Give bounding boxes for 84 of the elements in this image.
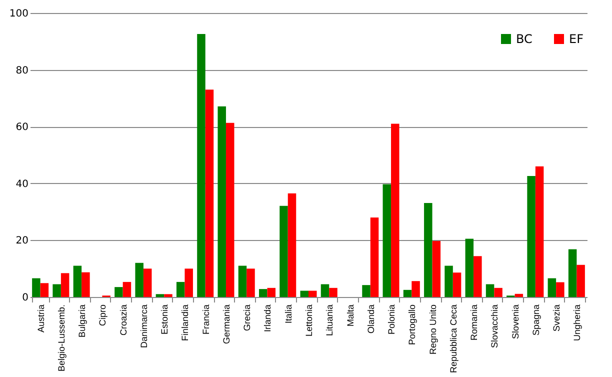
bar (308, 290, 317, 297)
bar (226, 122, 234, 297)
x-tick-label: Bulgaria (77, 304, 88, 338)
x-tick-label: Belgio-Lussemb. (56, 304, 66, 372)
bar (122, 282, 132, 297)
x-tick-label: Slovacchia (490, 304, 500, 348)
bar (184, 268, 193, 297)
bar (535, 166, 544, 297)
bar (143, 268, 152, 297)
bar (52, 284, 61, 297)
y-tick-label: 40 (16, 178, 28, 190)
y-tick-label: 100 (9, 8, 28, 20)
bar (424, 202, 432, 297)
x-tick-label: Svezia (552, 304, 562, 332)
bar (320, 284, 330, 297)
x-tick-label: Croazia (118, 304, 128, 336)
x-tick-label: Austria (36, 304, 46, 333)
bar (556, 282, 564, 297)
bar (514, 294, 524, 297)
x-tick-label: Germania (221, 304, 232, 344)
x-tick-label: Lettonia (304, 304, 314, 337)
bar (238, 266, 247, 297)
x-tick-label: Finlandia (180, 304, 190, 342)
y-tick-label: 20 (16, 236, 28, 247)
bar (370, 217, 379, 297)
bar (362, 285, 370, 297)
x-tick-label: Romania (469, 304, 480, 341)
bar (197, 34, 206, 297)
y-tick-label: 60 (16, 122, 28, 134)
bar (444, 266, 453, 297)
bar (82, 272, 90, 297)
x-tick-label: Francia (200, 304, 211, 335)
x-tick-label: Slovenia (510, 304, 520, 340)
bar (114, 287, 123, 297)
bar (176, 282, 185, 297)
bar (205, 90, 214, 297)
x-tick-label: Danimarca (138, 304, 149, 348)
x-tick-label: Grecia (242, 304, 252, 332)
bar (246, 268, 255, 297)
bar (73, 266, 82, 297)
bar (432, 241, 441, 297)
x-tick-label: Regno Unito (428, 304, 438, 355)
x-tick-label: Malta (345, 304, 356, 327)
x-tick-label: Olanda (366, 304, 376, 334)
bar (156, 294, 164, 297)
bar (391, 124, 400, 297)
bar (494, 288, 502, 297)
bar (32, 278, 40, 297)
bar (412, 281, 420, 297)
bar (382, 184, 392, 297)
bar (258, 289, 268, 297)
x-tick-label: Spagna (530, 304, 541, 336)
bar (218, 106, 226, 297)
x-tick-label: Lituania (324, 304, 335, 336)
bar (403, 290, 412, 297)
x-tick-label: Ungheria (572, 304, 582, 342)
y-tick-label: 0 (22, 292, 28, 304)
x-tick-label: Estonia (160, 304, 170, 335)
x-tick-label: Polonia (386, 304, 397, 335)
bar (267, 288, 276, 297)
x-tick-label: Irlanda (262, 304, 273, 332)
y-tick-label: 80 (16, 65, 28, 76)
bar (280, 206, 288, 297)
bar (60, 273, 70, 297)
bar (288, 193, 296, 297)
bar (527, 176, 536, 297)
bar (164, 294, 172, 297)
bar (548, 278, 556, 297)
bar (568, 249, 577, 297)
bar (135, 262, 144, 297)
legend-label: EF (569, 32, 584, 46)
bar (300, 290, 308, 297)
x-tick-label: Cipro (98, 304, 108, 326)
bar (452, 272, 462, 297)
legend-label: BC (516, 32, 532, 46)
bar (329, 288, 338, 297)
bar (576, 264, 585, 297)
x-tick-label: Portogallo (407, 304, 418, 346)
bar (40, 283, 49, 297)
x-tick-label: Italia (283, 304, 294, 324)
bar (486, 284, 494, 297)
x-tick-label: Repubblica Ceca (448, 304, 458, 374)
bar (474, 256, 482, 297)
bar (465, 238, 474, 297)
